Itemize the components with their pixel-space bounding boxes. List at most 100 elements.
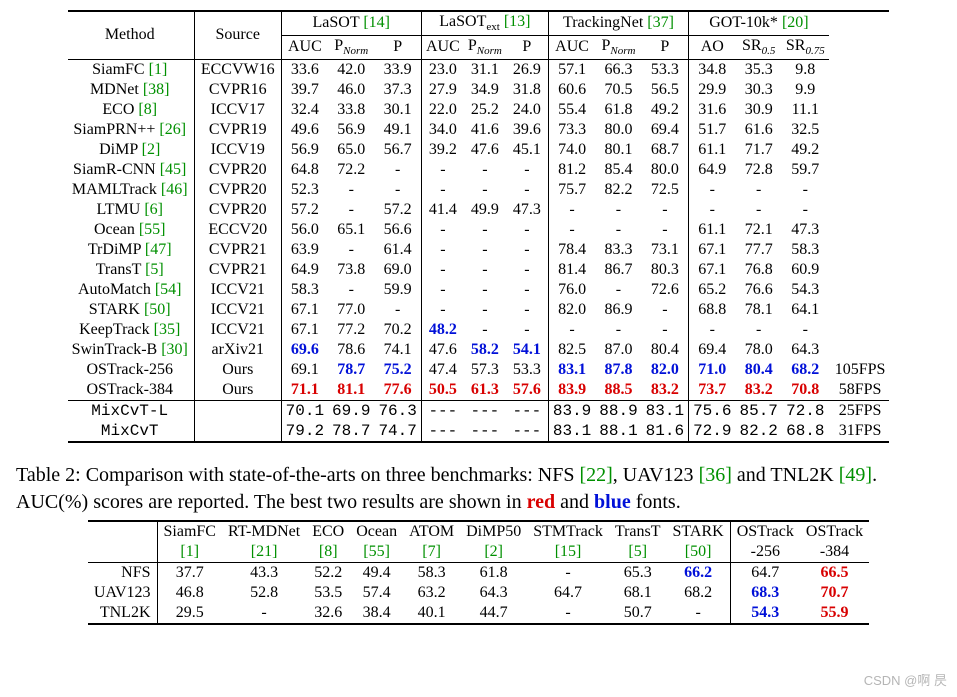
value-cell: 64.1 (782, 300, 829, 320)
ref[interactable]: [5] (145, 261, 164, 278)
ref[interactable]: [2] (142, 141, 161, 158)
value-cell: - (506, 300, 549, 320)
ref[interactable]: [35] (154, 321, 181, 338)
value-cell: 52.8 (222, 583, 306, 603)
method-name: STARK [50] (68, 300, 195, 320)
ref[interactable]: [21] (251, 543, 278, 560)
ref[interactable]: [54] (155, 281, 182, 298)
value-cell: - (506, 240, 549, 260)
value-cell: 47.6 (421, 340, 464, 360)
value-cell: - (689, 320, 736, 340)
value-cell: 31.6 (689, 100, 736, 120)
col-group: LaSOText [13] (421, 11, 548, 35)
ref[interactable]: [8] (319, 543, 338, 560)
value-cell: 76.6 (735, 280, 781, 300)
fps-label: 31FPS (829, 421, 890, 442)
value-cell: - (527, 603, 609, 624)
ref[interactable]: [1] (149, 61, 168, 78)
ref[interactable]: [1] (180, 543, 199, 560)
value-cell: 63.2 (403, 583, 460, 603)
value-cell: --- (421, 421, 464, 442)
method-name: SiamFC [1] (68, 59, 195, 80)
col-tracker-ref: [50] (667, 542, 731, 563)
value-cell: - (735, 180, 781, 200)
method-name: MDNet [38] (68, 80, 195, 100)
value-cell: 56.5 (642, 80, 689, 100)
value-cell: 34.0 (421, 120, 464, 140)
value-cell: 30.1 (374, 100, 421, 120)
ref[interactable]: [47] (145, 241, 172, 258)
value-cell: - (374, 160, 421, 180)
value-cell: 78.0 (735, 340, 781, 360)
value-cell: 37.3 (374, 80, 421, 100)
value-cell: --- (464, 400, 506, 421)
ref-22[interactable]: [22] (579, 464, 612, 486)
fps-label (829, 320, 890, 340)
value-cell: 76.8 (735, 260, 781, 280)
source-cell: ICCV17 (194, 100, 281, 120)
col-group: LaSOT [14] (281, 11, 421, 35)
ref[interactable]: [50] (685, 543, 712, 560)
value-cell: 88.1 (595, 421, 641, 442)
value-cell: - (328, 240, 374, 260)
value-cell: 46.8 (157, 583, 222, 603)
value-cell: 29.5 (157, 603, 222, 624)
value-cell: 32.5 (782, 120, 829, 140)
value-cell: 71.7 (735, 140, 781, 160)
value-cell: - (464, 280, 506, 300)
ref[interactable]: [6] (144, 201, 163, 218)
ref[interactable]: [5] (628, 543, 647, 560)
ref[interactable]: [14] (363, 14, 390, 31)
value-cell: 69.6 (281, 340, 328, 360)
ref[interactable]: [55] (139, 221, 166, 238)
value-cell: 78.6 (328, 340, 374, 360)
value-cell: 67.1 (281, 320, 328, 340)
col-tracker: RT-MDNet (222, 521, 306, 542)
value-cell: 39.7 (281, 80, 328, 100)
value-cell: 24.0 (506, 100, 549, 120)
value-cell: 88.5 (595, 380, 641, 401)
fps-label (829, 59, 890, 80)
value-cell: 41.4 (421, 200, 464, 220)
ref[interactable]: [55] (363, 543, 390, 560)
ref-49[interactable]: [49] (839, 464, 872, 486)
ref[interactable]: [7] (422, 543, 441, 560)
value-cell: 47.6 (464, 140, 506, 160)
value-cell: 75.6 (689, 400, 736, 421)
value-cell: 57.3 (464, 360, 506, 380)
value-cell: 40.1 (403, 603, 460, 624)
ref[interactable]: [45] (160, 161, 187, 178)
value-cell: - (548, 220, 595, 240)
ref[interactable]: [8] (138, 101, 157, 118)
table-row: Ocean [55]ECCV2056.065.156.6------61.172… (68, 220, 890, 240)
ref[interactable]: [2] (484, 543, 503, 560)
value-cell: 82.2 (595, 180, 641, 200)
value-cell: 68.8 (782, 421, 829, 442)
ref[interactable]: [15] (555, 543, 582, 560)
ref[interactable]: [13] (504, 13, 531, 30)
ref[interactable]: [37] (647, 14, 674, 31)
ref-36[interactable]: [36] (699, 464, 732, 486)
ref[interactable]: [46] (161, 181, 188, 198)
ref[interactable]: [50] (144, 301, 171, 318)
ref[interactable]: [26] (159, 121, 186, 138)
ref[interactable]: [30] (161, 341, 188, 358)
value-cell: 70.5 (595, 80, 641, 100)
value-cell: 23.0 (421, 59, 464, 80)
value-cell: 59.7 (782, 160, 829, 180)
ref[interactable]: [20] (782, 14, 809, 31)
ref[interactable]: [38] (143, 81, 170, 98)
value-cell: 54.1 (506, 340, 549, 360)
value-cell: - (506, 160, 549, 180)
table-row: SiamFC [1]ECCVW1633.642.033.923.031.126.… (68, 59, 890, 80)
value-cell: - (595, 220, 641, 240)
value-cell: 58.3 (782, 240, 829, 260)
value-cell: - (548, 320, 595, 340)
value-cell: - (642, 220, 689, 240)
source-cell: Ours (194, 380, 281, 401)
value-cell: 72.8 (735, 160, 781, 180)
table-row: MDNet [38]CVPR1639.746.037.327.934.931.8… (68, 80, 890, 100)
value-cell: 76.0 (548, 280, 595, 300)
value-cell: 69.4 (642, 120, 689, 140)
value-cell: 73.3 (548, 120, 595, 140)
